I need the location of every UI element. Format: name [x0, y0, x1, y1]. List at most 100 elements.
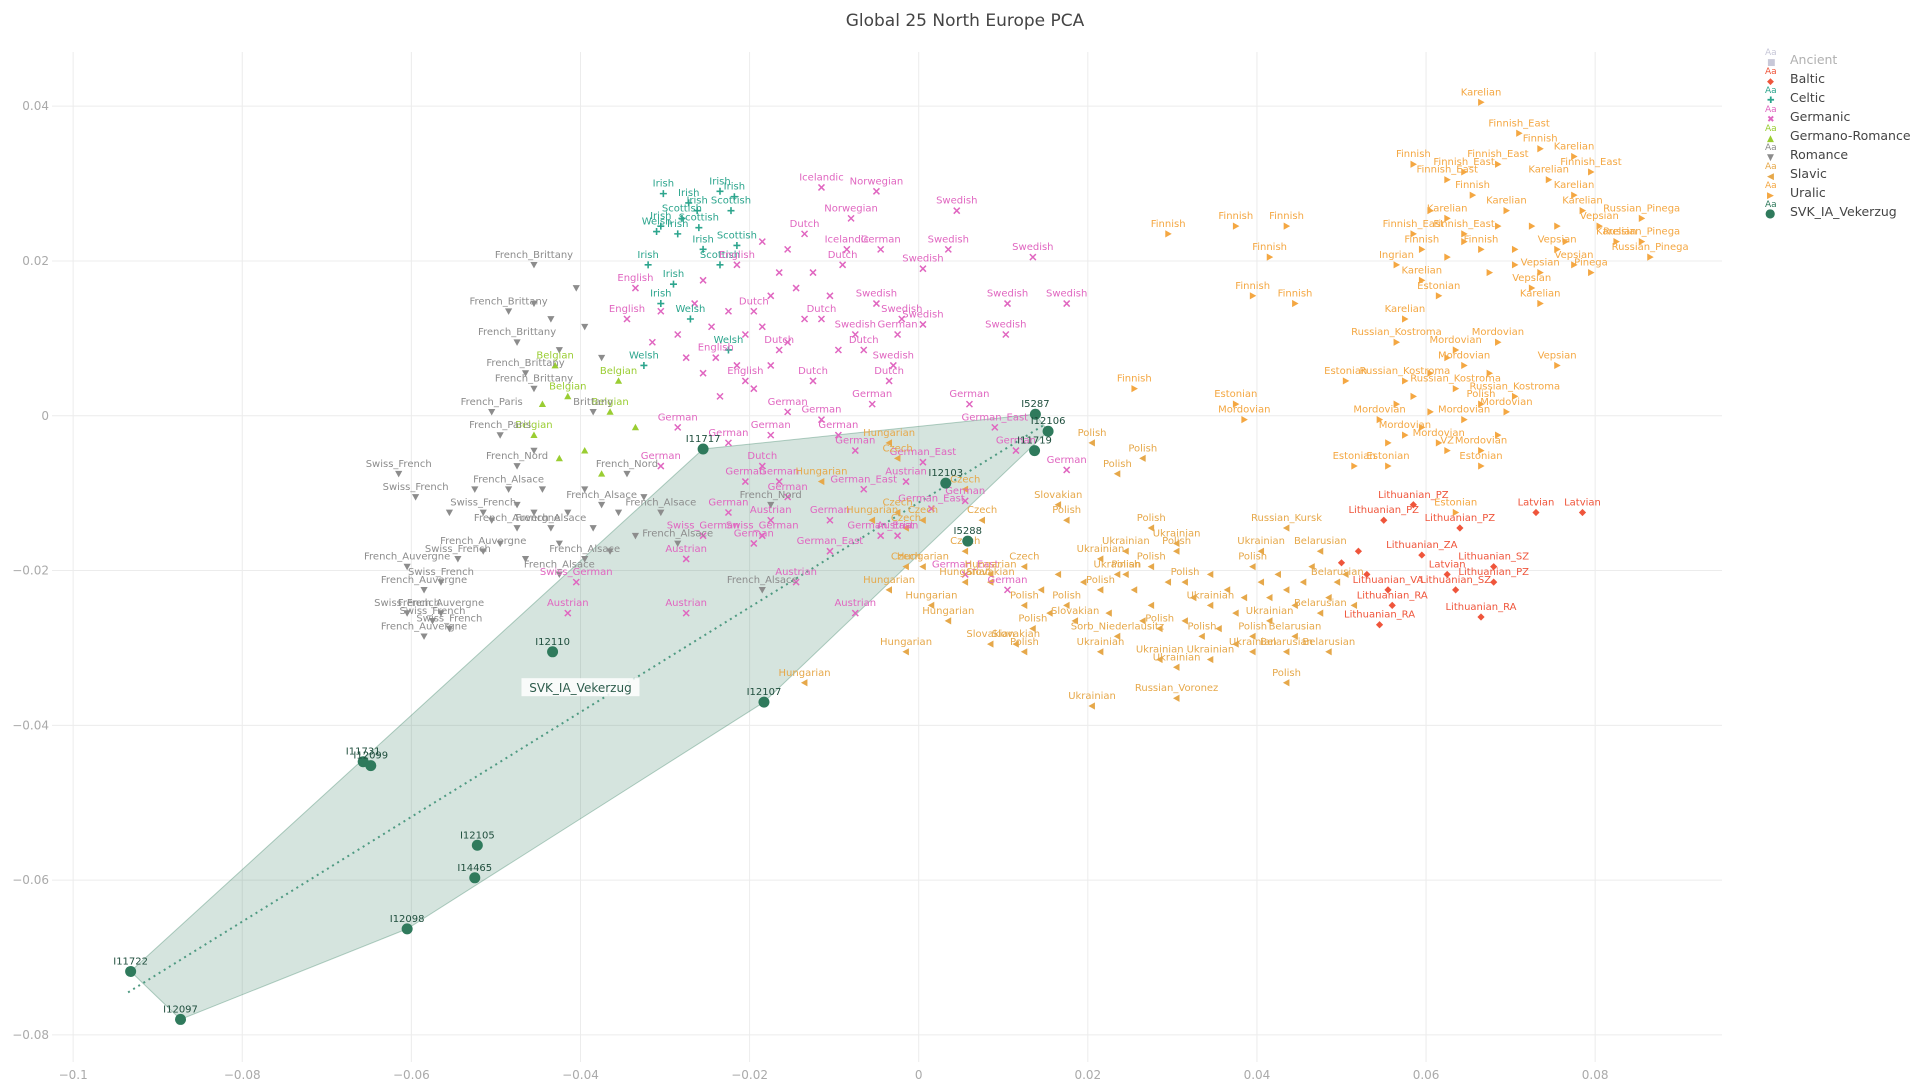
- uralic-point[interactable]: [1393, 338, 1401, 346]
- slavic-point[interactable]: [1316, 609, 1324, 617]
- uralic-point[interactable]: [1495, 222, 1502, 230]
- legend-item-uralic[interactable]: Aa ▶ Uralic: [1762, 181, 1912, 202]
- slavic-point[interactable]: [1350, 601, 1358, 609]
- uralic-point[interactable]: [1444, 446, 1451, 455]
- romance-point[interactable]: [538, 486, 547, 493]
- romance-point[interactable]: [530, 300, 538, 308]
- uralic-point[interactable]: [1516, 129, 1523, 137]
- germanic-point[interactable]: [1029, 253, 1037, 261]
- slavic-point[interactable]: [1282, 679, 1290, 687]
- svk-ia-vekerzug-point[interactable]: [175, 1013, 187, 1025]
- slavic-point[interactable]: [1113, 570, 1121, 579]
- slavic-point[interactable]: [1257, 547, 1265, 555]
- svk-ia-vekerzug-point[interactable]: [547, 646, 559, 658]
- germanic-point[interactable]: [741, 377, 749, 385]
- germanic-point[interactable]: [775, 269, 783, 277]
- slavic-point[interactable]: [1173, 663, 1180, 671]
- uralic-point[interactable]: [1452, 385, 1460, 393]
- romance-point[interactable]: [445, 509, 454, 517]
- romance-point[interactable]: [496, 540, 504, 548]
- uralic-point[interactable]: [1503, 408, 1510, 416]
- romance-point[interactable]: [530, 447, 538, 455]
- baltic-point[interactable]: [1490, 578, 1498, 586]
- uralic-point[interactable]: [1545, 176, 1553, 184]
- celtic-point[interactable]: [678, 214, 686, 222]
- slavic-point[interactable]: [1249, 563, 1256, 571]
- legend-item-baltic[interactable]: Aa ◆ Baltic: [1762, 67, 1912, 88]
- romance-point[interactable]: [420, 633, 428, 640]
- germanic-point[interactable]: [716, 392, 724, 400]
- slavic-point[interactable]: [1266, 617, 1273, 625]
- germano-romance-point[interactable]: [538, 400, 547, 408]
- germanic-point[interactable]: [792, 578, 800, 586]
- germanic-point[interactable]: [733, 361, 741, 369]
- svk-ia-vekerzug-point[interactable]: [940, 477, 952, 489]
- uralic-point[interactable]: [1435, 292, 1443, 300]
- romance-point[interactable]: [395, 470, 403, 478]
- slavic-point[interactable]: [1079, 578, 1087, 586]
- romance-point[interactable]: [505, 308, 513, 315]
- romance-point[interactable]: [631, 532, 640, 540]
- germano-romance-point[interactable]: [530, 431, 538, 438]
- slavic-point[interactable]: [1088, 702, 1095, 710]
- germanic-point[interactable]: [657, 307, 665, 315]
- slavic-point[interactable]: [1266, 594, 1273, 602]
- celtic-point[interactable]: [695, 224, 703, 232]
- germanic-point[interactable]: [944, 245, 952, 253]
- slavic-point[interactable]: [1333, 578, 1341, 586]
- uralic-point[interactable]: [1647, 253, 1654, 261]
- slavic-point[interactable]: [1037, 586, 1045, 594]
- slavic-point[interactable]: [1020, 601, 1028, 609]
- germanic-point[interactable]: [1012, 447, 1020, 455]
- slavic-point[interactable]: [1299, 578, 1307, 586]
- uralic-point[interactable]: [1478, 245, 1485, 253]
- celtic-point[interactable]: [653, 228, 661, 236]
- svk-ia-vekerzug-point[interactable]: [1029, 408, 1041, 420]
- romance-point[interactable]: [581, 323, 589, 331]
- romance-point[interactable]: [437, 579, 445, 586]
- romance-point[interactable]: [598, 354, 606, 362]
- germanic-point[interactable]: [767, 516, 775, 524]
- uralic-point[interactable]: [1342, 377, 1350, 385]
- germanic-point[interactable]: [792, 284, 800, 292]
- germanic-point[interactable]: [724, 307, 732, 315]
- slavic-point[interactable]: [1198, 632, 1205, 640]
- germanic-point[interactable]: [927, 505, 935, 513]
- germanic-point[interactable]: [682, 609, 690, 617]
- uralic-point[interactable]: [1410, 160, 1417, 168]
- romance-point[interactable]: [454, 556, 462, 563]
- celtic-point[interactable]: [716, 187, 724, 195]
- romance-point[interactable]: [657, 509, 665, 517]
- uralic-point[interactable]: [1478, 462, 1485, 470]
- germanic-point[interactable]: [1063, 466, 1071, 474]
- germanic-point[interactable]: [872, 187, 880, 195]
- slavic-point[interactable]: [1147, 563, 1155, 571]
- uralic-point[interactable]: [1232, 222, 1240, 230]
- slavic-point[interactable]: [1206, 601, 1214, 609]
- germano-romance-point[interactable]: [606, 408, 614, 415]
- slavic-point[interactable]: [1257, 578, 1265, 586]
- uralic-point[interactable]: [1292, 299, 1299, 308]
- uralic-point[interactable]: [1571, 261, 1578, 269]
- baltic-point[interactable]: [1477, 613, 1485, 621]
- baltic-point[interactable]: [1578, 508, 1587, 517]
- slavic-point[interactable]: [902, 563, 909, 571]
- germanic-point[interactable]: [872, 300, 880, 308]
- slavic-point[interactable]: [1020, 648, 1028, 656]
- slavic-point[interactable]: [1308, 563, 1315, 571]
- germanic-point[interactable]: [894, 532, 902, 540]
- germanic-point[interactable]: [758, 462, 766, 470]
- slavic-point[interactable]: [1105, 609, 1112, 617]
- svk-ia-vekerzug-point[interactable]: [1042, 425, 1054, 437]
- legend[interactable]: Aa ■ Ancient Aa ◆ Baltic Aa ✚ Celtic Aa ✖ Germanic A…: [1762, 48, 1912, 221]
- uralic-point[interactable]: [1444, 214, 1451, 222]
- germanic-point[interactable]: [851, 330, 859, 339]
- uralic-point[interactable]: [1385, 462, 1392, 470]
- uralic-point[interactable]: [1511, 245, 1519, 253]
- baltic-point[interactable]: [1354, 547, 1363, 555]
- uralic-point[interactable]: [1478, 400, 1485, 408]
- celtic-point[interactable]: [644, 261, 652, 269]
- uralic-point[interactable]: [1444, 253, 1451, 261]
- slavic-point[interactable]: [1046, 609, 1053, 617]
- baltic-point[interactable]: [1380, 516, 1388, 524]
